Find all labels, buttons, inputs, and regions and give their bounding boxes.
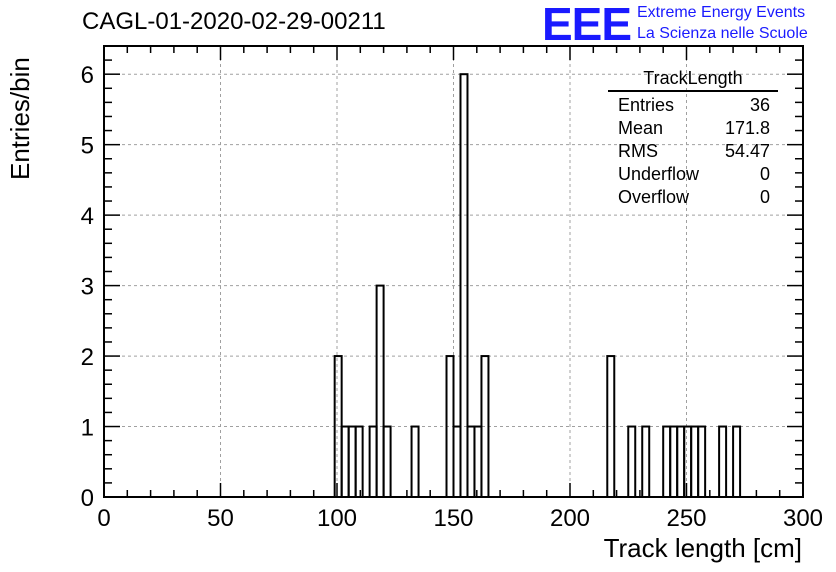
stats-box: TrackLength Entries 36 Mean 171.8 RMS 54… <box>608 68 778 209</box>
stats-row-mean: Mean 171.8 <box>608 117 778 140</box>
histogram-bin <box>669 425 679 498</box>
stats-row-overflow: Overflow 0 <box>608 186 778 209</box>
x-tick-label: 0 <box>97 505 110 532</box>
histogram-bin <box>354 425 364 498</box>
stats-value: 36 <box>749 95 770 115</box>
x-tick-label: 250 <box>666 505 706 532</box>
histogram-bin <box>340 425 350 498</box>
y-tick-label: 2 <box>81 344 94 371</box>
histogram-bin <box>662 425 672 498</box>
histogram-bin <box>690 425 700 498</box>
stats-value: 0 <box>759 187 770 207</box>
y-tick-label: 3 <box>81 274 94 301</box>
chart-title: CAGL-01-2020-02-29-00211 <box>82 8 386 35</box>
histogram-bin <box>697 425 707 498</box>
histogram-bin <box>683 425 693 498</box>
stats-label: RMS <box>618 141 658 161</box>
stats-label: Underflow <box>618 164 700 184</box>
stats-value: 0 <box>759 164 770 184</box>
stats-value: 171.8 <box>724 118 770 138</box>
y-tick-label: 5 <box>81 133 94 160</box>
x-axis-label: Track length [cm] <box>603 533 802 563</box>
y-tick-label: 6 <box>81 62 94 89</box>
histogram-bin <box>627 425 637 498</box>
stats-row-entries: Entries 36 <box>608 94 778 117</box>
histogram-bin <box>473 425 483 498</box>
stats-box-title: TrackLength <box>608 68 778 92</box>
stats-row-underflow: Underflow 0 <box>608 163 778 186</box>
histogram-bin <box>466 425 476 498</box>
histogram-bin <box>347 425 357 498</box>
eee-logo: EEE <box>542 0 632 50</box>
y-tick-label: 1 <box>81 415 94 442</box>
stats-row-rms: RMS 54.47 <box>608 140 778 163</box>
stats-label: Mean <box>618 118 664 138</box>
y-tick-label: 4 <box>81 203 94 230</box>
histogram-bin <box>452 425 462 498</box>
stats-value: 54.47 <box>724 141 770 161</box>
histogram-bin <box>732 425 742 498</box>
histogram-bin <box>718 425 728 498</box>
logo-text-line2: La Scienza nelle Scuole <box>637 25 808 42</box>
x-tick-label: 300 <box>783 505 823 532</box>
x-tick-label: 150 <box>433 505 473 532</box>
histogram-bin <box>368 425 378 498</box>
stats-label: Entries <box>618 95 675 115</box>
y-axis-label: Entries/bin <box>5 57 35 180</box>
histogram-bin <box>375 284 385 498</box>
histogram-bin <box>382 425 392 498</box>
y-tick-label: 0 <box>81 485 94 512</box>
x-tick-label: 200 <box>550 505 590 532</box>
x-tick-label: 100 <box>317 505 357 532</box>
x-tick-label: 50 <box>207 505 234 532</box>
logo-text-line1: Extreme Energy Events <box>637 4 806 21</box>
histogram-bin <box>641 425 651 498</box>
stats-label: Overflow <box>618 187 690 207</box>
histogram-bin <box>410 425 420 498</box>
histogram-bin <box>676 425 686 498</box>
